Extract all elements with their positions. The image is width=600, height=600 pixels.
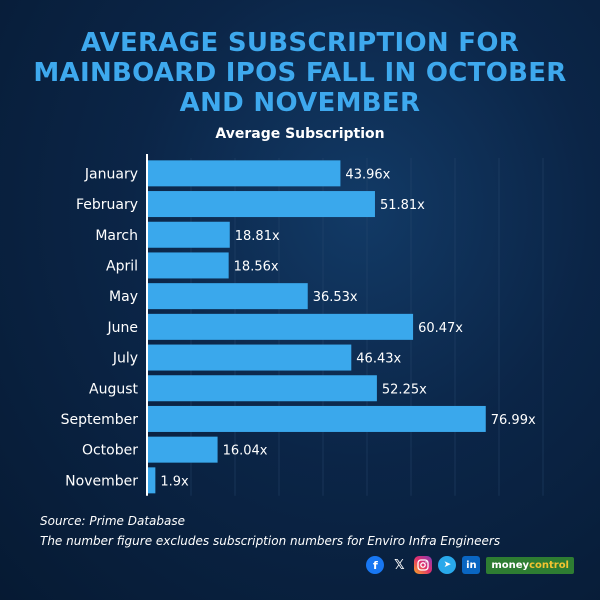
source-note: Source: Prime Database (40, 514, 185, 528)
bar-april (147, 252, 229, 279)
category-label: February (76, 197, 138, 213)
bar-august (147, 375, 377, 402)
brand-part-2: control (529, 559, 569, 571)
bar-february (147, 191, 375, 218)
bar-chart: January 43.96x February 51.81x March 18.81x Ap… (61, 154, 544, 496)
title-line-2: MAINBOARD IPOS FALL IN OCTOBER (33, 58, 567, 88)
bar-october (147, 436, 218, 463)
facebook-icon[interactable]: f (366, 556, 385, 574)
data-label: 51.81x (380, 198, 425, 213)
data-label: 1.9x (160, 474, 189, 489)
bar-november (147, 467, 156, 494)
bar-january (147, 160, 341, 187)
bar-june (147, 313, 414, 340)
category-label: March (95, 228, 138, 244)
title-line-3: AND NOVEMBER (179, 88, 421, 118)
moneycontrol-logo[interactable]: moneycontrol (486, 556, 574, 574)
data-label: 52.25x (382, 382, 427, 397)
data-label: 36.53x (313, 290, 358, 305)
data-label: 46.43x (356, 352, 401, 367)
notes: Source: Prime Database The number figure… (40, 511, 500, 551)
brand-part-1: money (491, 559, 530, 571)
bar-july (147, 344, 352, 371)
data-label: 60.47x (418, 321, 463, 336)
data-label: 76.99x (491, 413, 536, 428)
bar-september (147, 405, 486, 432)
category-label: January (84, 166, 138, 182)
bar-may (147, 283, 308, 310)
category-label: July (112, 351, 138, 367)
bar-march (147, 221, 230, 248)
data-label: 18.56x (234, 259, 279, 274)
data-label: 43.96x (345, 167, 390, 182)
chart-title: AVERAGE SUBSCRIPTION FOR MAINBOARD IPOS … (0, 28, 600, 118)
category-label: June (107, 320, 139, 336)
category-label: November (65, 473, 138, 489)
category-label: May (109, 289, 138, 305)
telegram-icon[interactable]: ➤ (438, 556, 457, 574)
footnote: The number figure excludes subscription … (40, 534, 501, 548)
instagram-glyph (417, 559, 429, 571)
title-line-1: AVERAGE SUBSCRIPTION FOR (80, 28, 520, 58)
instagram-icon[interactable] (414, 556, 433, 574)
data-label: 16.04x (223, 444, 268, 459)
category-label: August (89, 381, 139, 397)
category-label: April (106, 258, 138, 274)
data-label: 18.81x (235, 229, 280, 244)
linkedin-icon[interactable]: in (462, 556, 481, 574)
category-label: September (61, 412, 139, 428)
social-footer: f 𝕏 ➤ in moneycontrol (366, 556, 574, 574)
x-icon[interactable]: 𝕏 (394, 557, 405, 573)
chart-subtitle: Average Subscription (215, 126, 385, 142)
category-label: October (82, 443, 138, 459)
